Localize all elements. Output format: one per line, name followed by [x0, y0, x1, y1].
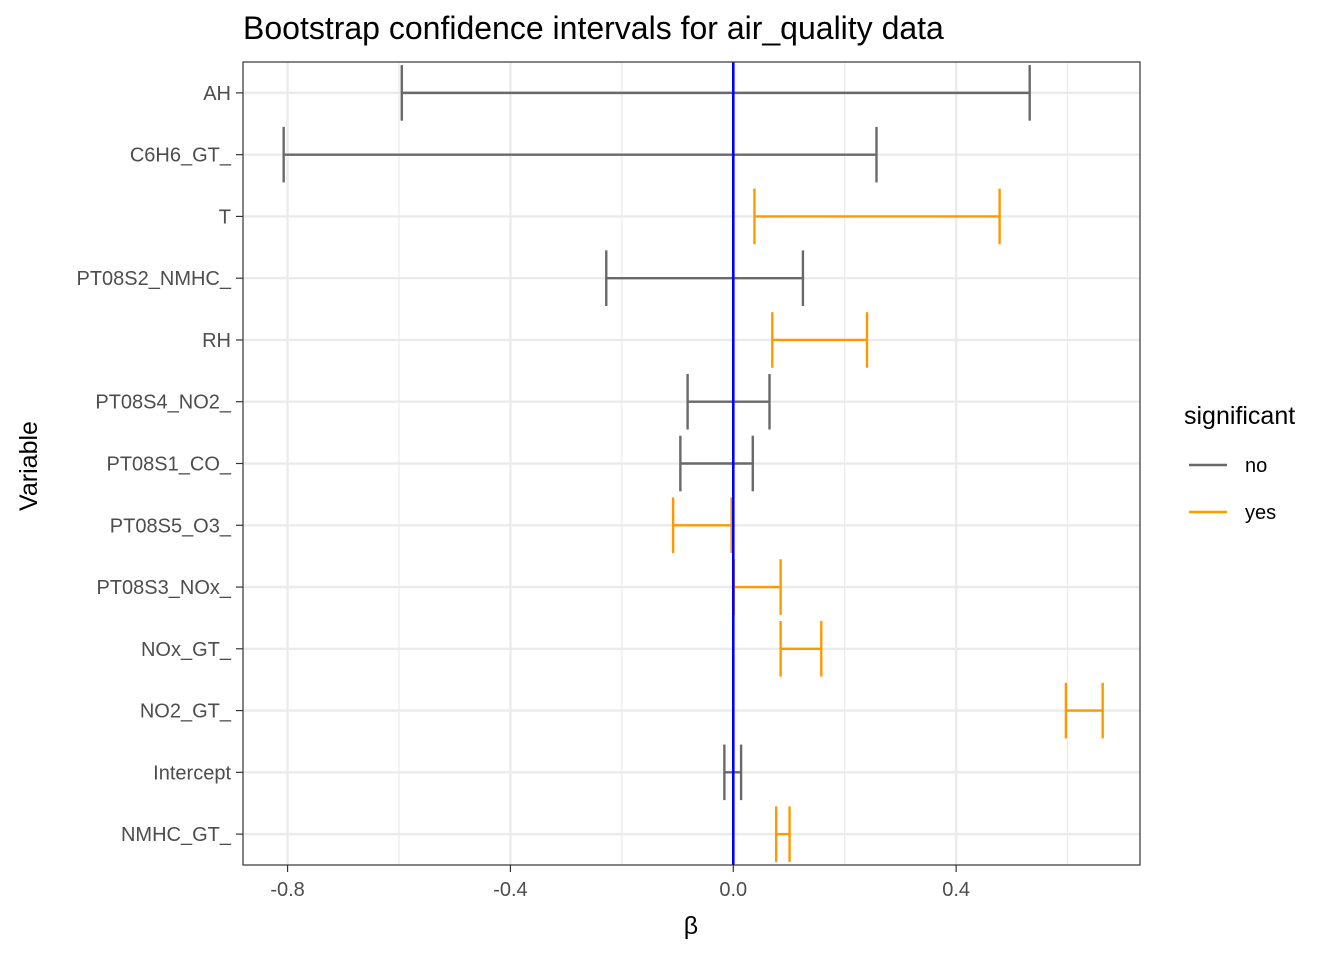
errorbar-pt08s1-co-	[679, 435, 754, 492]
errorbar-c6h6-gt-	[282, 126, 878, 183]
interval-layer	[282, 65, 1104, 862]
errorbar-ah	[400, 65, 1031, 121]
y-tick-label: PT08S4_NO2_	[95, 392, 232, 414]
errorbar-no2-gt-	[1064, 682, 1104, 739]
x-axis: -0.8 -0.4 0.0 0.4	[270, 865, 970, 901]
y-tick-label: NMHC_GT_	[121, 824, 232, 846]
errorbar-t	[753, 188, 1001, 245]
x-tick-label: 0.4	[942, 879, 970, 901]
legend-label-yes: yes	[1245, 502, 1276, 524]
y-axis-title: Variable	[15, 421, 43, 511]
y-tick-label: RH	[202, 330, 231, 352]
y-tick-label: C6H6_GT_	[130, 145, 232, 167]
y-tick-label: NOx_GT_	[141, 639, 232, 661]
y-tick-label: Intercept	[153, 762, 231, 784]
y-tick-label: PT08S1_CO_	[106, 454, 231, 476]
errorbar-pt08s4-no2-	[686, 373, 771, 430]
legend-label-no: no	[1245, 455, 1267, 477]
errorbar-pt08s5-o3-	[671, 497, 733, 554]
errorbar-nmhc-gt-	[774, 806, 791, 862]
chart-title: Bootstrap confidence intervals for air_q…	[243, 10, 944, 46]
legend: significant no yes	[1184, 402, 1295, 524]
y-tick-label: PT08S2_NMHC_	[76, 268, 231, 290]
y-tick-label: NO2_GT_	[140, 701, 232, 723]
y-tick-label: T	[219, 206, 231, 228]
errorbar-nox-gt-	[779, 621, 823, 677]
y-tick-label: AH	[203, 83, 231, 105]
y-tick-label: PT08S3_NOx_	[96, 577, 231, 599]
legend-title: significant	[1184, 402, 1295, 430]
x-tick-label: 0.0	[719, 879, 747, 901]
errorbar-rh	[771, 312, 869, 368]
x-tick-label: -0.4	[493, 879, 527, 901]
x-axis-title: β	[684, 912, 698, 940]
x-tick-label: -0.8	[270, 879, 304, 901]
y-tick-label: PT08S5_O3_	[110, 515, 232, 537]
errorbar-pt08s2-nmhc-	[605, 250, 805, 306]
y-axis: AH C6H6_GT_ T PT08S2_NMHC_ RH PT08S4_NO2_ PT08…	[76, 83, 243, 846]
